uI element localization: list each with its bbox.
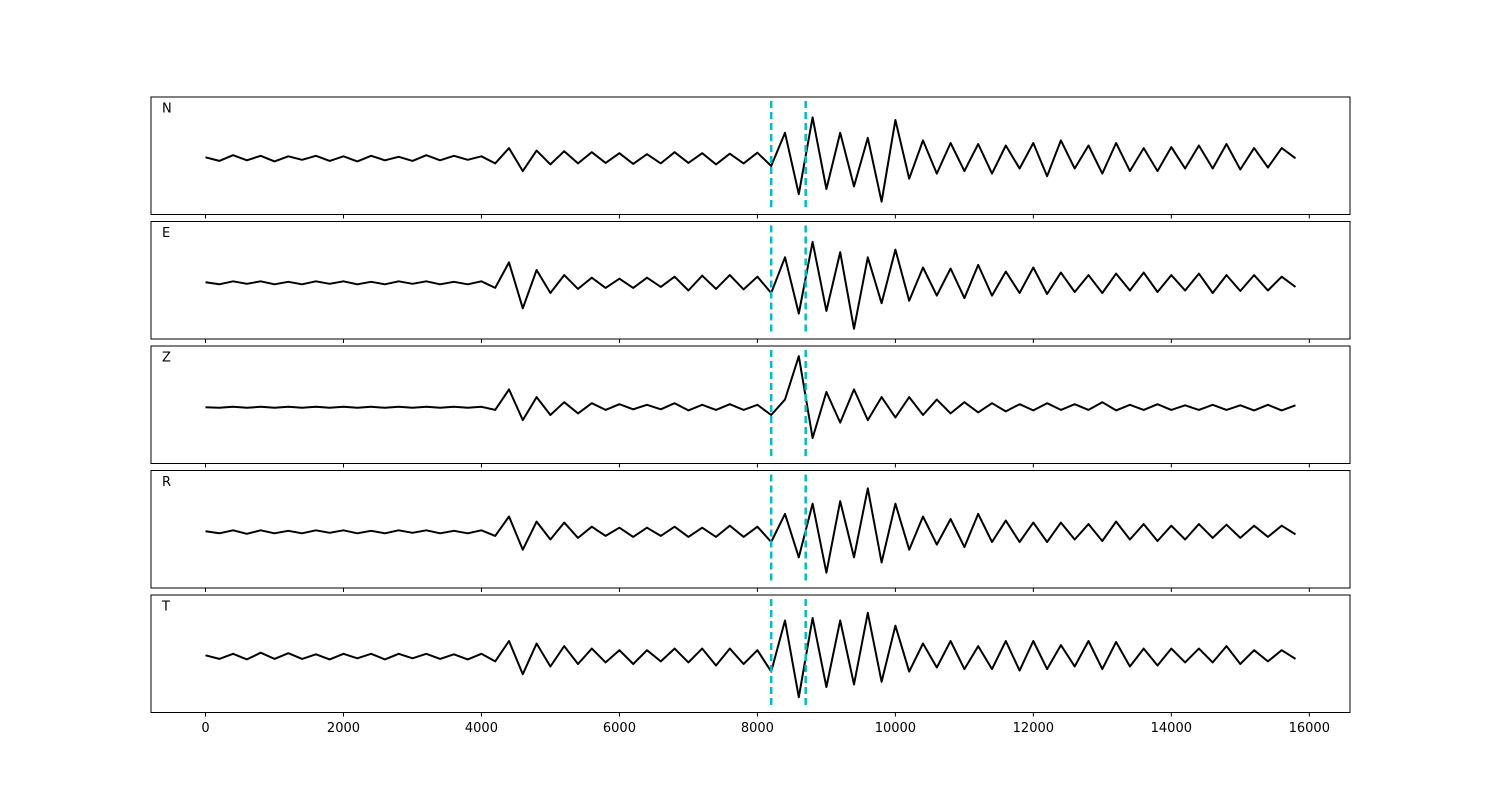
x-tick-label: 12000 bbox=[1013, 721, 1054, 736]
x-tick-label: 14000 bbox=[1151, 721, 1192, 736]
panel-frame bbox=[150, 345, 1351, 464]
panel-label: Z bbox=[162, 351, 171, 366]
trace bbox=[205, 611, 1297, 699]
panel-label: T bbox=[161, 600, 170, 615]
x-tick-label: 6000 bbox=[603, 721, 636, 736]
x-tick-label: 8000 bbox=[741, 721, 774, 736]
panel-frame bbox=[150, 221, 1351, 340]
x-tick-label: 10000 bbox=[875, 721, 916, 736]
trace bbox=[205, 355, 1296, 439]
trace bbox=[205, 116, 1297, 203]
panel-frame bbox=[150, 594, 1351, 713]
x-tick-label: 0 bbox=[201, 721, 209, 736]
trace bbox=[205, 487, 1297, 574]
panel-label: N bbox=[162, 102, 172, 117]
panel-label: R bbox=[162, 475, 171, 490]
x-tick-label: 4000 bbox=[465, 721, 498, 736]
panel-frame bbox=[150, 470, 1351, 589]
panel-label: E bbox=[162, 226, 170, 241]
x-tick-label: 2000 bbox=[327, 721, 360, 736]
x-tick-label: 16000 bbox=[1289, 721, 1330, 736]
trace bbox=[205, 240, 1297, 330]
panel-frame bbox=[150, 96, 1351, 215]
